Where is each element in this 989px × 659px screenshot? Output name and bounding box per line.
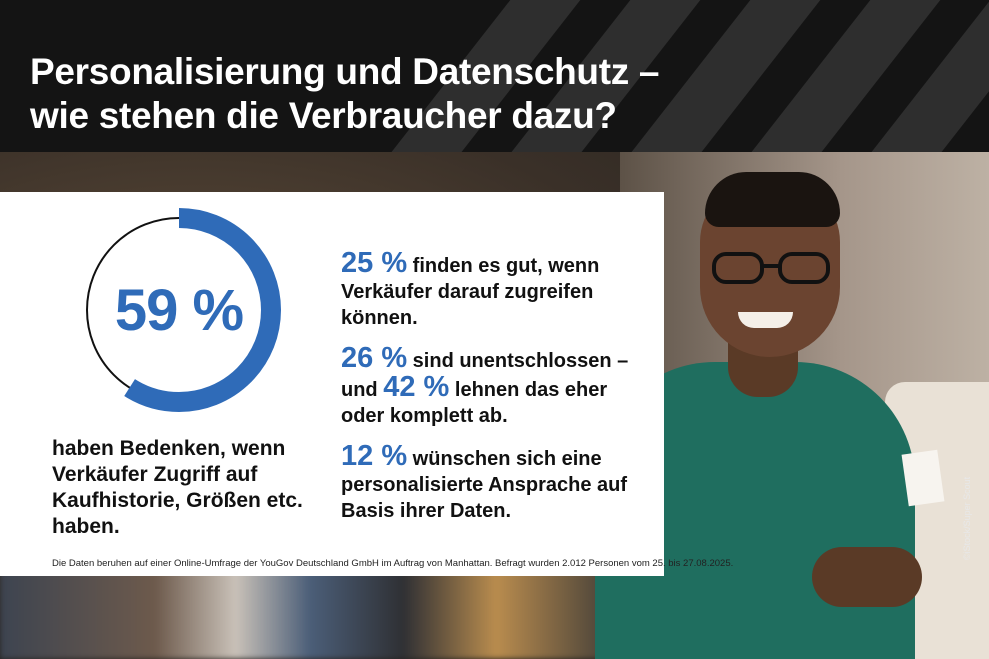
- photo-hand: [812, 547, 922, 607]
- stat-percentage: 25 %: [341, 247, 408, 279]
- photo-glasses: [712, 252, 830, 284]
- main-stat-caption: haben Bedenken, wenn Verkäufer Zugriff a…: [52, 437, 303, 538]
- photo-price-tag: [901, 449, 945, 507]
- source-footnote: Die Daten beruhen auf einer Online-Umfra…: [52, 558, 734, 569]
- stat-item: 25 % finden es gut, wenn Verkäufer darau…: [341, 247, 651, 331]
- photo-person-hair: [705, 172, 840, 227]
- photo-smile: [738, 312, 793, 328]
- stats-column: 25 % finden es gut, wenn Verkäufer darau…: [341, 247, 651, 538]
- main-percentage: 59 %: [114, 278, 244, 343]
- title-line-2: wie stehen die Verbraucher dazu?: [30, 95, 617, 136]
- ring-progress-arc: [77, 208, 281, 412]
- info-card: 59 % haben Bedenken, wenn Verkäufer Zugr…: [0, 192, 733, 576]
- title-line-1: Personalisierung und Datenschutz –: [30, 51, 660, 92]
- page-title: Personalisierung und Datenschutz – wie s…: [30, 50, 660, 138]
- stat-text: sind unentschlossen –: [412, 350, 629, 372]
- stat-percentage: 42 %: [383, 371, 450, 403]
- percentage-ring: 59 %: [77, 208, 281, 412]
- stat-prefix: und: [341, 379, 378, 401]
- photo-credit: ©iStock/Super Scout: [962, 476, 972, 560]
- photo-clothing-rack: [0, 569, 620, 659]
- header-band: Personalisierung und Datenschutz – wie s…: [0, 0, 989, 152]
- stat-text: wünschen sich eine personalisierte Anspr…: [341, 448, 628, 522]
- stat-item: 12 % wünschen sich eine personalisierte …: [341, 440, 651, 524]
- stat-percentage: 26 %: [341, 342, 408, 374]
- ring-chart: [77, 208, 281, 412]
- stat-item: 26 % sind unentschlossen – und 42 % lehn…: [341, 342, 651, 429]
- stat-percentage: 12 %: [341, 440, 408, 472]
- stat-text: lehnen das eher oder komplett ab.: [341, 379, 608, 427]
- stat-text: finden es gut, wenn Verkäufer darauf zug…: [341, 255, 600, 329]
